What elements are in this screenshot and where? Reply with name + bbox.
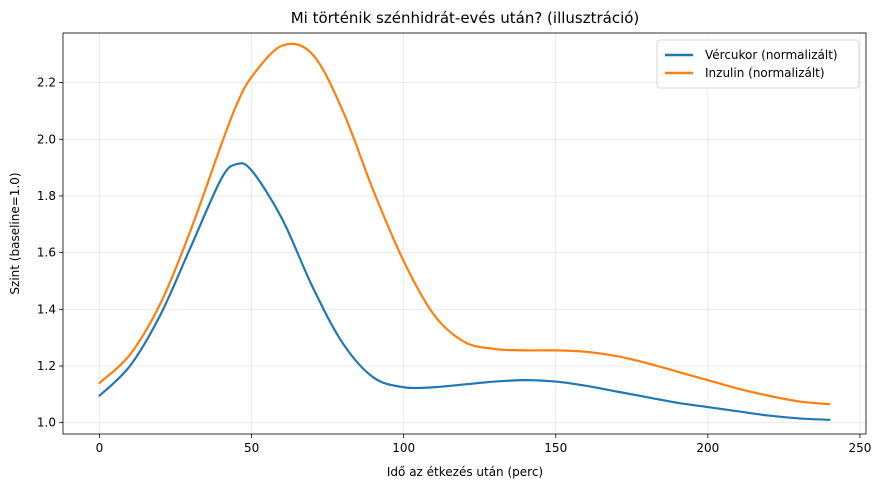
x-tick-label: 100	[392, 441, 415, 455]
grid	[63, 33, 866, 434]
x-axis: 0 50 100 150 200 250	[96, 434, 871, 455]
x-tick-label: 0	[96, 441, 104, 455]
series-layer	[98, 42, 831, 421]
legend-label-vercukor: Vércukor (normalizált)	[705, 48, 838, 62]
x-tick-label: 200	[696, 441, 719, 455]
y-tick-label: 1.6	[37, 246, 56, 260]
y-tick-label: 1.2	[37, 359, 56, 373]
x-axis-label: Idő az étkezés után (perc)	[387, 465, 543, 479]
legend-box	[656, 39, 860, 89]
y-tick-label: 1.8	[37, 189, 56, 203]
y-tick-label: 2.0	[37, 132, 56, 146]
series-line-inzulin	[98, 42, 831, 406]
series-line-vercukor	[98, 162, 831, 421]
y-tick-label: 1.4	[37, 302, 56, 316]
x-tick-label: 50	[244, 441, 259, 455]
y-axis-label: Szint (baseline=1.0)	[8, 172, 22, 294]
y-axis: 1.0 1.2 1.4 1.6 1.8 2.0 2.2	[37, 76, 63, 430]
x-tick-label: 250	[848, 441, 871, 455]
plot-frame	[62, 32, 867, 435]
legend-label-inzulin: Inzulin (normalizált)	[705, 66, 825, 80]
y-tick-label: 1.0	[37, 416, 56, 430]
legend: Vércukor (normalizált) Inzulin (normaliz…	[656, 39, 860, 89]
y-tick-label: 2.2	[37, 76, 56, 90]
chart-title: Mi történik szénhidrát-evés után? (illus…	[291, 9, 640, 27]
x-tick-label: 150	[544, 441, 567, 455]
